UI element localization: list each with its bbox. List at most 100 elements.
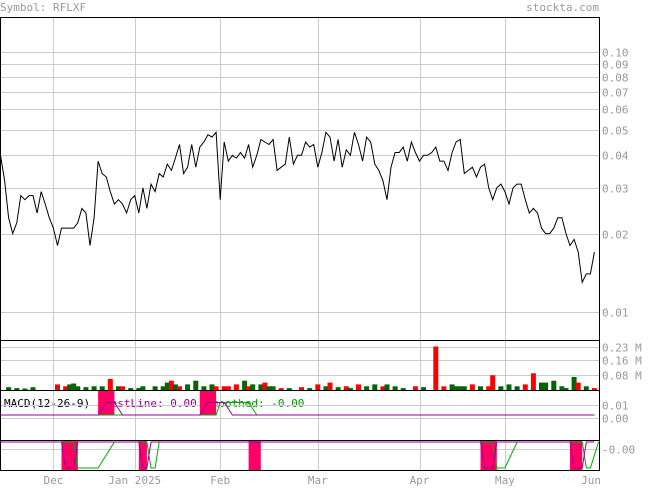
price-tick-label: 0.06 xyxy=(602,104,629,117)
volume-bar xyxy=(412,386,418,390)
x-tick-label: Mar xyxy=(308,474,328,486)
volume-bar xyxy=(433,346,439,390)
volume-bar xyxy=(591,388,597,390)
volume-bar xyxy=(55,384,60,390)
fastline-label: FastLine: 0.00 xyxy=(104,397,197,410)
volume-bar xyxy=(457,386,463,390)
volume-bar xyxy=(543,382,549,390)
volume-bar xyxy=(551,380,557,390)
volume-bar xyxy=(75,386,81,390)
volume-bar xyxy=(107,378,113,390)
volume-bar xyxy=(453,386,459,390)
volume-tick-label: 0.16 M xyxy=(602,355,642,368)
volume-bar xyxy=(136,388,142,390)
signal-box xyxy=(248,440,261,470)
volume-bar xyxy=(116,386,121,390)
price-tick-label: 0.05 xyxy=(602,125,629,138)
price-tick-label: 0.09 xyxy=(602,59,629,72)
volume-bar xyxy=(315,384,321,390)
price-tick-label: 0.10 xyxy=(602,47,629,60)
price-tick-label: 0.07 xyxy=(602,87,629,100)
price-frame xyxy=(0,17,600,341)
volume-bar xyxy=(583,386,589,390)
volume-bar xyxy=(384,384,390,390)
price-line xyxy=(0,131,595,285)
volume-bar xyxy=(400,388,406,390)
volume-bar xyxy=(364,386,370,390)
volume-panel: 0.23 M0.16 M 0.08 M xyxy=(0,340,642,391)
volume-bar xyxy=(323,386,329,390)
volume-bar xyxy=(262,382,268,390)
macd-panel: MACD(12-26-9) FastLine: 0.00 Smoothed: -… xyxy=(0,390,629,441)
volume-bar xyxy=(209,384,215,390)
volume-bar xyxy=(201,386,207,390)
volume-bar xyxy=(250,384,256,390)
x-tick-label: Feb xyxy=(210,474,230,486)
volume-bar xyxy=(91,386,97,390)
volume-bar xyxy=(335,387,341,390)
volume-bar xyxy=(421,387,427,390)
x-tick-label: Jan 2025 xyxy=(108,474,161,486)
volume-bar xyxy=(258,384,264,390)
x-tick-label: Dec xyxy=(43,474,63,486)
macd-fast-line xyxy=(0,402,595,416)
volume-bar xyxy=(168,380,174,390)
volume-bar xyxy=(307,388,313,390)
volume-bar xyxy=(514,386,520,390)
volume-bar xyxy=(539,382,544,390)
smoothed-label: Smoothed: -0.00 xyxy=(205,397,304,410)
signal-tick-label: -0.00 xyxy=(602,444,635,457)
volume-bar xyxy=(67,384,73,390)
symbol-label: Symbol: RFLXF xyxy=(0,1,86,14)
signal-frame xyxy=(0,440,600,471)
volume-bar xyxy=(160,386,166,390)
price-tick-label: 0.02 xyxy=(602,229,629,242)
volume-bar xyxy=(225,386,231,390)
volume-bar xyxy=(242,380,248,390)
volume-bar xyxy=(380,386,386,390)
volume-bar xyxy=(246,386,252,390)
volume-bar xyxy=(6,387,12,390)
volume-bar xyxy=(461,386,467,390)
volume-bar xyxy=(392,386,398,390)
price-panel: 0.100.090.08 0.07 0.06 0.05 0.04 0.03 0.02 0.01 xyxy=(0,17,629,341)
volume-bar xyxy=(270,386,276,390)
macd-tick-label: 0.01 xyxy=(602,400,629,413)
volume-bar xyxy=(63,386,69,390)
price-tick-label: 0.03 xyxy=(602,183,629,196)
price-tick-label: 0.04 xyxy=(602,150,629,163)
volume-bar xyxy=(372,384,378,390)
volume-bar xyxy=(172,384,178,390)
x-tick-label: May xyxy=(495,474,515,486)
volume-bar xyxy=(152,386,158,390)
volume-bar xyxy=(278,388,284,390)
volume-bar xyxy=(490,375,496,390)
volume-bar xyxy=(266,386,272,390)
volume-bar xyxy=(522,384,528,390)
volume-bar xyxy=(498,386,504,390)
volume-bar xyxy=(563,388,569,390)
x-axis: Dec Jan 2025 Feb Mar Apr May Jun xyxy=(43,474,601,487)
x-tick-label: Jun xyxy=(581,474,601,486)
volume-bar xyxy=(327,382,333,390)
signal-fast-line xyxy=(0,441,595,469)
volume-tick-label: 0.23 M xyxy=(602,342,642,355)
volume-bar xyxy=(30,387,36,390)
signal-smoothed-line xyxy=(0,441,599,469)
volume-bar xyxy=(83,387,89,390)
volume-bar xyxy=(559,386,565,390)
price-tick-label: 0.01 xyxy=(602,307,629,320)
volume-bar xyxy=(193,380,199,390)
volume-bar xyxy=(128,388,134,390)
signal-box xyxy=(61,440,78,470)
volume-bar xyxy=(571,377,577,390)
volume-bar xyxy=(185,384,191,390)
volume-bar xyxy=(530,373,536,390)
volume-bar xyxy=(164,382,170,390)
volume-bar xyxy=(575,382,581,390)
volume-bar xyxy=(478,386,483,390)
volume-bar xyxy=(347,388,353,390)
volume-bar xyxy=(71,383,77,390)
x-tick-label: Apr xyxy=(410,474,430,486)
